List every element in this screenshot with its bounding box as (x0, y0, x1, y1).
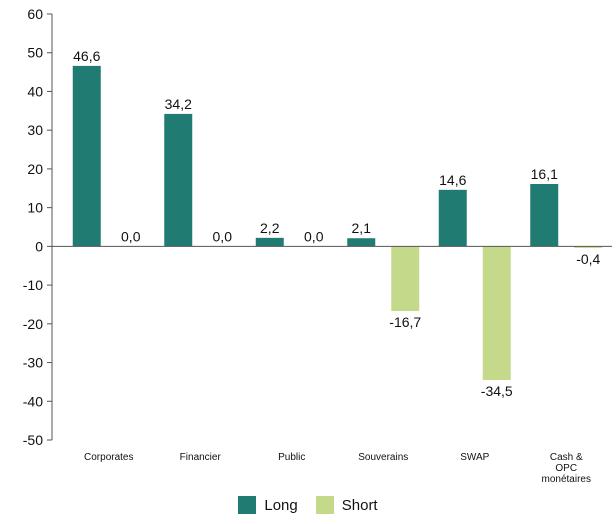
y-tick-label: 0 (35, 238, 43, 254)
data-label-long: 2,2 (260, 220, 280, 236)
y-tick-label: -30 (23, 355, 43, 371)
data-label-short: -16,7 (389, 314, 421, 330)
y-tick-label: -20 (23, 316, 43, 332)
y-tick-label: 50 (27, 45, 43, 61)
bar-long (164, 113, 193, 247)
data-label-long: 2,1 (352, 220, 372, 236)
bar-short (574, 246, 603, 248)
y-tick-label: 40 (27, 83, 43, 99)
bar-long (72, 65, 101, 247)
data-label-short: -34,5 (481, 383, 513, 399)
data-label-short: 0,0 (213, 228, 233, 244)
x-tick-label: Cash & (550, 452, 583, 463)
data-label-short: 0,0 (121, 228, 141, 244)
data-label-long: 14,6 (439, 172, 466, 188)
legend-label-long: Long (264, 496, 298, 514)
y-tick-label: -50 (23, 432, 43, 448)
legend: Long Short (0, 496, 616, 514)
x-tick-label: Financier (180, 452, 222, 463)
data-label-short: 0,0 (304, 228, 324, 244)
x-tick-label: SWAP (460, 452, 489, 463)
y-tick-label: -10 (23, 277, 43, 293)
data-label-short: -0,4 (576, 251, 600, 267)
data-label-long: 46,6 (73, 48, 100, 64)
data-label-long: 16,1 (531, 166, 558, 182)
legend-item-short: Short (315, 496, 378, 514)
x-tick-label: Souverains (358, 452, 408, 463)
y-tick-label: 60 (27, 6, 43, 22)
x-tick-label: Corporates (84, 452, 133, 463)
bar-long (438, 189, 467, 247)
x-tick-label: monétaires (542, 474, 591, 485)
y-tick-label: 10 (27, 200, 43, 216)
bar-long (347, 238, 376, 247)
bar-short (482, 246, 511, 380)
legend-swatch-short (315, 496, 334, 514)
y-tick-label: 30 (27, 122, 43, 138)
y-tick-label: 20 (27, 161, 43, 177)
x-tick-label: Public (278, 452, 305, 463)
bar-long (530, 184, 559, 247)
bar-long (255, 237, 284, 247)
legend-item-long: Long (238, 496, 298, 514)
legend-label-short: Short (341, 496, 378, 514)
bar-short (391, 246, 420, 312)
legend-swatch-long (238, 496, 257, 514)
x-tick-label: OPC (555, 463, 577, 474)
data-label-long: 34,2 (165, 96, 192, 112)
y-tick-label: -40 (23, 393, 43, 409)
